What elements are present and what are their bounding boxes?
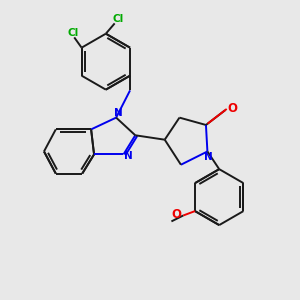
Text: O: O	[227, 102, 237, 115]
Text: N: N	[124, 151, 133, 161]
Text: N: N	[204, 152, 213, 162]
Text: Cl: Cl	[67, 28, 78, 38]
Text: O: O	[172, 208, 182, 221]
Text: Cl: Cl	[112, 14, 124, 24]
Text: N: N	[114, 108, 123, 118]
